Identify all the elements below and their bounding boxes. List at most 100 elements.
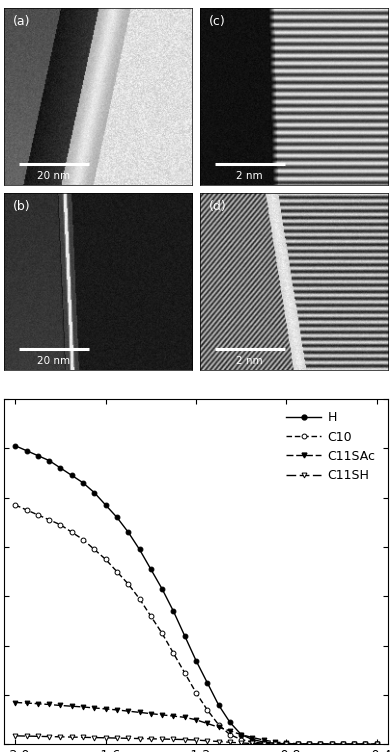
C10 <box>307 740 311 749</box>
C11SH <box>250 739 255 748</box>
C11SH <box>103 733 108 742</box>
C10 <box>182 669 187 678</box>
C11SH <box>171 735 176 744</box>
C11SAc <box>58 701 63 710</box>
Text: (a): (a) <box>13 14 31 28</box>
Text: 2 nm: 2 nm <box>236 356 263 366</box>
C11SH <box>47 732 51 741</box>
C11SAc <box>194 715 198 724</box>
C10 <box>24 505 29 514</box>
C11SH <box>114 733 119 742</box>
C10 <box>273 739 278 748</box>
C11SH <box>295 740 300 749</box>
C11SH <box>363 740 368 749</box>
H <box>374 740 379 749</box>
H <box>239 730 243 739</box>
C11SAc <box>92 703 97 712</box>
C11SH <box>205 736 210 745</box>
H <box>261 738 266 747</box>
H <box>47 456 51 465</box>
C11SH <box>35 732 40 741</box>
H <box>318 740 323 749</box>
H <box>295 739 300 748</box>
H <box>103 501 108 510</box>
H <box>250 735 255 744</box>
C11SH <box>137 734 142 743</box>
H <box>341 740 345 749</box>
C10 <box>92 545 97 554</box>
C11SAc <box>284 738 289 747</box>
C11SAc <box>69 702 74 711</box>
C11SH <box>341 740 345 749</box>
C11SAc <box>126 707 131 716</box>
C10 <box>103 555 108 564</box>
C11SAc <box>114 705 119 714</box>
C11SAc <box>374 740 379 749</box>
C11SH <box>329 740 334 749</box>
C11SH <box>160 735 165 744</box>
H <box>149 565 153 574</box>
C11SAc <box>137 708 142 717</box>
C11SH <box>307 740 311 749</box>
C11SAc <box>239 730 243 739</box>
C10 <box>69 528 74 537</box>
C10 <box>374 740 379 749</box>
C10 <box>318 740 323 749</box>
C11SH <box>352 740 357 749</box>
C11SH <box>126 734 131 743</box>
Text: 20 nm: 20 nm <box>37 171 71 181</box>
C10 <box>329 740 334 749</box>
C10 <box>149 611 153 620</box>
Line: H: H <box>13 443 379 747</box>
C11SH <box>374 740 379 749</box>
C11SAc <box>103 705 108 714</box>
C10 <box>295 740 300 749</box>
C11SAc <box>295 739 300 748</box>
C10 <box>126 580 131 589</box>
C11SAc <box>13 698 18 707</box>
C11SH <box>216 737 221 746</box>
C11SAc <box>227 726 232 735</box>
C11SAc <box>160 711 165 720</box>
Line: C11SAc: C11SAc <box>13 700 379 747</box>
C10 <box>284 739 289 748</box>
C11SAc <box>261 735 266 744</box>
C11SH <box>81 732 85 741</box>
H <box>114 513 119 522</box>
C11SAc <box>47 700 51 709</box>
C10 <box>35 511 40 520</box>
H <box>182 632 187 641</box>
H <box>160 584 165 593</box>
C11SAc <box>24 699 29 708</box>
C10 <box>160 629 165 638</box>
C11SH <box>273 740 278 749</box>
C11SH <box>24 732 29 741</box>
H <box>273 738 278 747</box>
C11SH <box>69 732 74 741</box>
Text: 2 nm: 2 nm <box>236 171 263 181</box>
C11SAc <box>205 719 210 728</box>
C11SAc <box>363 740 368 749</box>
C11SAc <box>273 738 278 747</box>
C11SH <box>92 733 97 742</box>
H <box>137 545 142 554</box>
C10 <box>114 567 119 576</box>
C11SH <box>182 735 187 744</box>
C11SAc <box>307 739 311 748</box>
H <box>205 678 210 687</box>
H <box>307 740 311 749</box>
H <box>171 607 176 616</box>
C11SAc <box>149 709 153 718</box>
C10 <box>352 740 357 749</box>
H <box>24 446 29 455</box>
C11SAc <box>171 711 176 720</box>
Line: C10: C10 <box>13 502 379 747</box>
Text: (c): (c) <box>209 14 226 28</box>
Text: (d): (d) <box>209 200 227 213</box>
C10 <box>137 594 142 603</box>
H <box>363 740 368 749</box>
C10 <box>239 735 243 744</box>
C11SAc <box>341 740 345 749</box>
C10 <box>363 740 368 749</box>
Legend: H, C10, C11SAc, C11SH: H, C10, C11SAc, C11SH <box>280 405 382 488</box>
